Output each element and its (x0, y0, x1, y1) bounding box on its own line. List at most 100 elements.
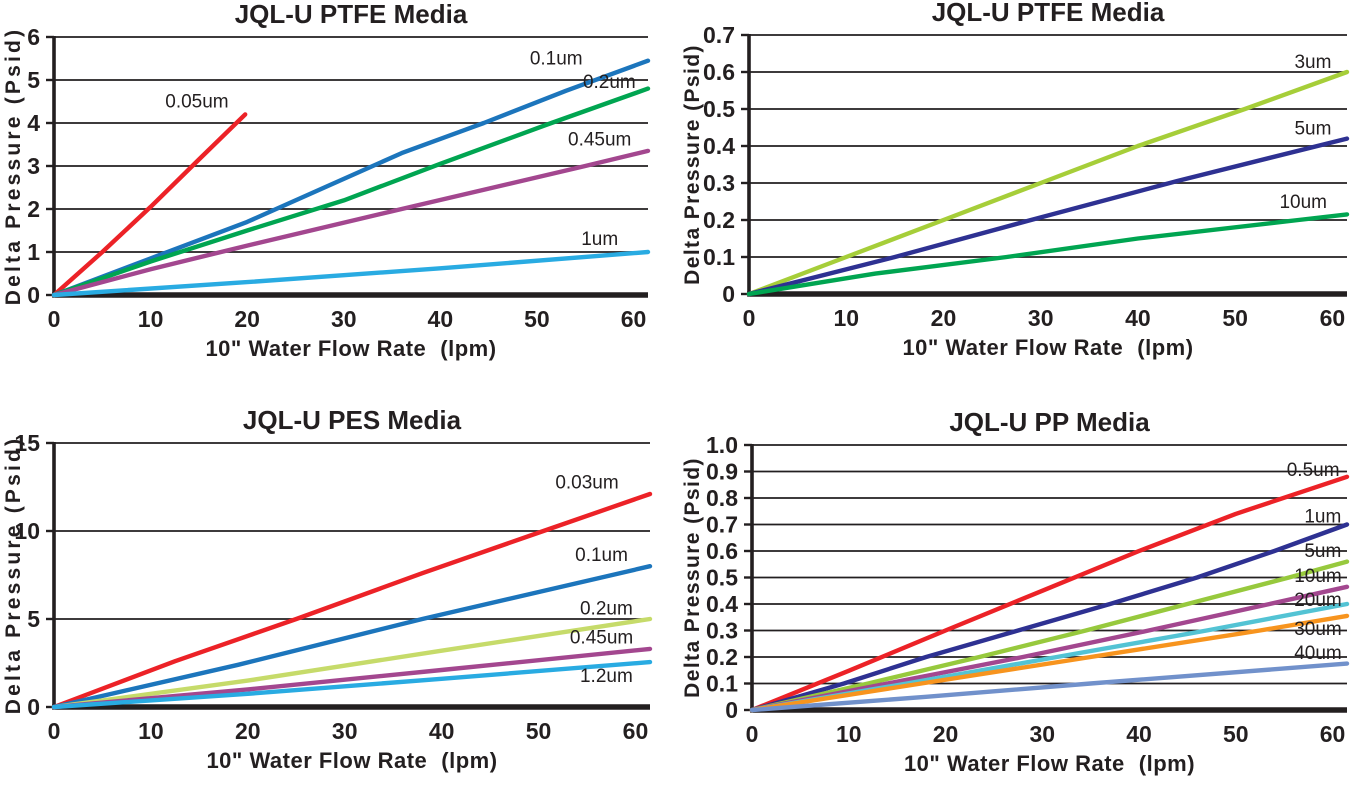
series-label-0.45um: 0.45um (568, 129, 631, 150)
series-line-0.2um (51, 616, 653, 710)
x-tick-label: 30 (332, 718, 358, 744)
x-tick-label: 0 (48, 306, 61, 332)
series-label-0.05um: 0.05um (165, 92, 228, 113)
y-tick-label: 0.5 (706, 565, 738, 591)
series-label-1.2um: 1.2um (580, 666, 633, 687)
series-line-1um (749, 522, 1350, 713)
y-tick-label: 0.2 (706, 644, 738, 670)
chart-ptfe-submicron: 0 1 2 3 4 5 6 0 10 20 30 40 50 60 0.05um 0.1um 0.2um 0.45… (0, 0, 675, 397)
x-tick-label: 40 (1125, 305, 1151, 331)
y-tick-label: 0 (27, 694, 40, 720)
series-line-5um (749, 559, 1350, 713)
y-tick-label: 0.9 (706, 459, 738, 485)
series-line-5um (746, 136, 1350, 297)
y-tick-label: 0.6 (703, 59, 735, 85)
y-axis-title: Delta Pressure (Psid) (2, 27, 25, 305)
series-label-0.45um: 0.45um (570, 627, 633, 648)
series-line-0.5um (749, 474, 1350, 713)
y-axis-title: Delta Pressure (Psid) (681, 44, 704, 285)
x-tick-label: 20 (933, 721, 959, 747)
x-tick-label: 10 (138, 718, 164, 744)
series-line-1.2um (51, 659, 653, 710)
y-tick-label: 0 (722, 281, 735, 307)
series-line-40um (749, 661, 1350, 713)
series-label-20um: 20um (1294, 590, 1342, 611)
series-label-10um: 10um (1294, 566, 1342, 587)
series-label-5um: 5um (1304, 541, 1341, 562)
x-tick-label: 40 (428, 306, 454, 332)
series-line-10um (746, 212, 1350, 297)
series-label-0.5um: 0.5um (1287, 460, 1340, 481)
series-label-10um: 10um (1279, 192, 1327, 213)
x-tick-label: 30 (331, 306, 357, 332)
series-label-40um: 40um (1294, 643, 1342, 664)
series-label-0.03um: 0.03um (555, 473, 618, 494)
x-tick-label: 10 (833, 305, 859, 331)
y-tick-label: 0.7 (703, 22, 735, 48)
x-tick-label: 30 (1029, 721, 1055, 747)
x-tick-label: 10 (836, 721, 862, 747)
y-tick-label: 0.4 (703, 133, 735, 159)
x-tick-label: 60 (1320, 305, 1346, 331)
x-tick-label: 0 (743, 305, 756, 331)
y-tick-label: 0.5 (703, 96, 735, 122)
x-tick-label: 60 (621, 306, 647, 332)
series-line-1um (51, 249, 651, 298)
x-tick-label: 10 (138, 306, 164, 332)
chart-svg: 0 0.1 0.2 0.3 0.4 0.5 0.6 0.7 0 10 20 30 40 50 60 3um 5u… (681, 0, 1350, 360)
x-tick-label: 40 (1126, 721, 1152, 747)
x-axis-title: 10" Water Flow Rate (lpm) (902, 335, 1193, 360)
series-line-0.45um (51, 148, 651, 298)
x-tick-label: 20 (931, 305, 957, 331)
y-tick-label: 0.4 (706, 591, 738, 617)
series-label-30um: 30um (1294, 619, 1342, 640)
chart-pp: 0 0.1 0.2 0.3 0.4 0.5 0.6 0.7 0.8 0.9 1.0 0 10 20 30 40… (675, 397, 1350, 794)
series-label-0.2um: 0.2um (583, 72, 636, 93)
x-axis-title: 10" Water Flow Rate (lpm) (205, 336, 496, 361)
y-tick-label: 2 (27, 196, 40, 222)
y-tick-label: 0.8 (706, 485, 738, 511)
series-line-0.03um (51, 491, 653, 710)
chart-title: JQL-U PES Media (243, 405, 462, 435)
series-label-5um: 5um (1294, 119, 1331, 140)
series-label-0.2um: 0.2um (580, 598, 633, 619)
y-tick-label: 5 (27, 67, 40, 93)
series-label-3um: 3um (1294, 52, 1331, 73)
y-tick-label: 0.1 (706, 671, 738, 697)
y-tick-label: 1.0 (706, 432, 738, 458)
y-tick-label: 5 (27, 606, 40, 632)
y-axis-title: Delta Pressure (Psid) (2, 436, 25, 714)
y-tick-label: 0 (27, 282, 40, 308)
x-tick-label: 20 (234, 306, 260, 332)
series-line-0.1um (51, 563, 653, 710)
y-tick-label: 0 (725, 697, 738, 723)
x-tick-label: 50 (1223, 721, 1249, 747)
y-tick-label: 4 (27, 110, 40, 136)
chart-title: JQL-U PTFE Media (932, 0, 1165, 27)
y-tick-label: 0.1 (703, 244, 735, 270)
series-line-0.1um (51, 58, 651, 298)
series-line-0.05um (51, 112, 248, 298)
series-line-0.45um (51, 646, 653, 710)
y-tick-label: 0.7 (706, 512, 738, 538)
series-line-10um (749, 584, 1350, 713)
x-tick-label: 40 (429, 718, 455, 744)
x-tick-label: 20 (235, 718, 261, 744)
chart-title: JQL-U PP Media (949, 407, 1150, 437)
y-tick-label: 6 (27, 24, 40, 50)
series-label-0.1um: 0.1um (530, 49, 583, 70)
x-tick-label: 50 (524, 306, 550, 332)
series-label-0.1um: 0.1um (575, 545, 628, 566)
x-tick-label: 50 (526, 718, 552, 744)
x-tick-label: 30 (1028, 305, 1054, 331)
x-tick-label: 50 (1222, 305, 1248, 331)
series-line-30um (749, 613, 1350, 713)
y-tick-label: 0.3 (706, 618, 738, 644)
y-tick-label: 1 (27, 239, 40, 265)
series-line-0.2um (51, 86, 651, 298)
y-tick-label: 0.6 (706, 538, 738, 564)
x-tick-label: 60 (623, 718, 649, 744)
chart-ptfe-micron: 0 0.1 0.2 0.3 0.4 0.5 0.6 0.7 0 10 20 30 40 50 60 3um 5u… (675, 0, 1350, 397)
